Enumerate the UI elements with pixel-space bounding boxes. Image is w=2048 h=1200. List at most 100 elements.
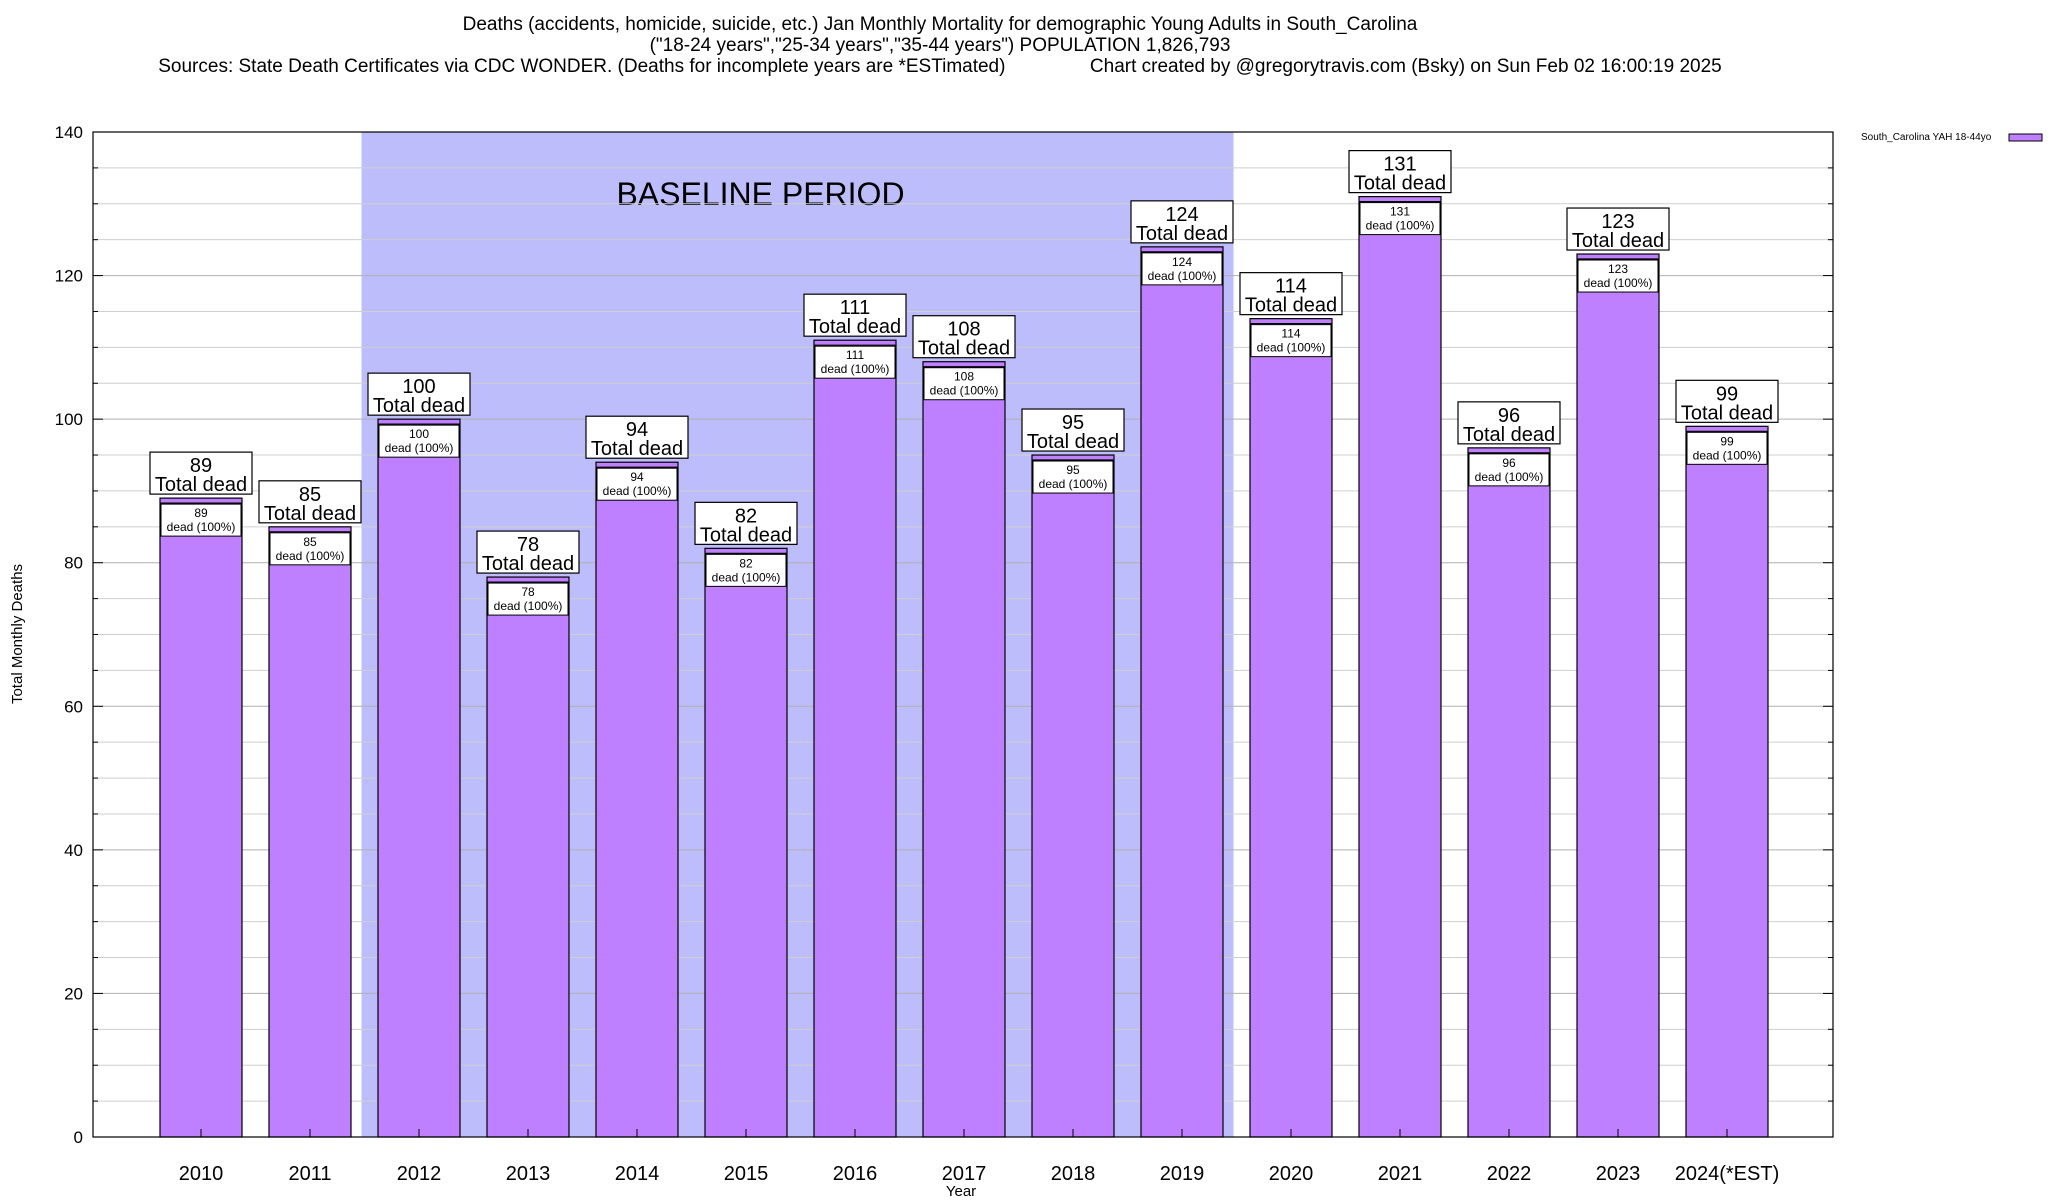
bar-total-text-label: Total dead xyxy=(1136,223,1228,245)
bar-total-text-label: Total dead xyxy=(482,553,574,575)
bar-inner-percent-label: dead (100%) xyxy=(821,362,890,376)
y-tick-label: 80 xyxy=(64,554,83,573)
bar-inner-label-box xyxy=(1141,252,1223,286)
bar-total-label-box xyxy=(803,293,907,337)
bar-total-text-label: Total dead xyxy=(1245,295,1337,317)
bar xyxy=(1031,454,1115,1138)
bar-total-value-label: 94 xyxy=(626,419,648,441)
bar-total-value-label: 111 xyxy=(840,297,870,319)
bar-total-value-label: 131 xyxy=(1383,154,1416,176)
y-tick-label: 0 xyxy=(74,1128,83,1147)
baseline-period-label: BASELINE PERIOD xyxy=(616,176,904,212)
bar-total-value-label: 99 xyxy=(1716,383,1738,405)
bar xyxy=(813,339,897,1138)
bar-total-value-label: 114 xyxy=(1275,276,1307,298)
x-tick-label: 2016 xyxy=(833,1163,878,1185)
y-tick-label: 100 xyxy=(55,410,83,429)
bar-inner-label-box xyxy=(923,367,1005,401)
bar-total-label-box xyxy=(694,501,798,545)
bar xyxy=(159,497,243,1138)
bar-total-label-box xyxy=(585,415,689,459)
x-tick-label: 2018 xyxy=(1051,1163,1096,1185)
bar-inner-value-label: 82 xyxy=(739,556,753,570)
bar-inner-value-label: 131 xyxy=(1390,205,1410,219)
bar-total-value-label: 82 xyxy=(735,505,757,527)
x-tick-label: 2023 xyxy=(1596,1163,1641,1185)
bar xyxy=(486,576,570,1138)
bar xyxy=(1358,196,1442,1138)
bar-inner-percent-label: dead (100%) xyxy=(1039,477,1108,491)
y-tick-label: 120 xyxy=(55,267,83,286)
bar-total-label-box xyxy=(476,530,580,574)
bar-total-label-box xyxy=(149,451,253,495)
bar-total-label-box xyxy=(1130,200,1234,244)
bar-inner-percent-label: dead (100%) xyxy=(494,599,563,613)
bar xyxy=(1140,246,1224,1138)
bar-total-value-label: 108 xyxy=(947,319,980,341)
bar-inner-value-label: 123 xyxy=(1608,262,1628,276)
bar-inner-label-box xyxy=(1468,453,1550,487)
y-tick-label: 20 xyxy=(64,984,83,1003)
bar-total-value-label: 124 xyxy=(1165,204,1198,226)
bar-inner-percent-label: dead (100%) xyxy=(603,484,672,498)
bar-total-text-label: Total dead xyxy=(1572,230,1664,252)
bar-inner-label-box xyxy=(487,582,569,616)
bar xyxy=(922,361,1006,1138)
x-tick-label: 2024(*EST) xyxy=(1675,1163,1780,1185)
x-tick-label: 2021 xyxy=(1378,1163,1423,1185)
bar-inner-value-label: 96 xyxy=(1502,456,1516,470)
bar-inner-value-label: 94 xyxy=(630,470,644,484)
bar-total-text-label: Total dead xyxy=(1681,402,1773,424)
bar-total-text-label: Total dead xyxy=(918,338,1010,360)
bar-inner-percent-label: dead (100%) xyxy=(276,549,345,563)
bar-total-value-label: 95 xyxy=(1062,412,1084,434)
legend-entry-label: South_Carolina YAH 18-44yo xyxy=(1861,132,1992,143)
bar-total-text-label: Total dead xyxy=(591,438,683,460)
bar-inner-value-label: 99 xyxy=(1720,434,1734,448)
bar-total-text-label: Total dead xyxy=(809,316,901,338)
bar xyxy=(1467,447,1551,1138)
bar-inner-label-box xyxy=(1359,202,1441,236)
x-tick-label: 2022 xyxy=(1487,1163,1532,1185)
bar-total-label-box xyxy=(912,315,1016,359)
bar-total-value-label: 96 xyxy=(1498,405,1520,427)
bar-total-value-label: 123 xyxy=(1601,211,1634,233)
bar-inner-percent-label: dead (100%) xyxy=(1584,276,1653,290)
bar-inner-value-label: 124 xyxy=(1172,255,1192,269)
bar xyxy=(1685,425,1769,1138)
bar-total-label-box xyxy=(1021,408,1125,452)
y-tick-label: 40 xyxy=(64,841,83,860)
y-tick-label: 140 xyxy=(55,123,83,142)
bar-inner-label-box xyxy=(1032,460,1114,494)
bar-total-label-box xyxy=(1348,150,1452,194)
legend: South_Carolina YAH 18-44yo xyxy=(1861,132,2043,143)
bar-inner-value-label: 100 xyxy=(409,427,429,441)
bar-inner-value-label: 114 xyxy=(1281,327,1300,341)
bar-inner-percent-label: dead (100%) xyxy=(1366,219,1435,233)
bar-inner-percent-label: dead (100%) xyxy=(1693,448,1762,462)
bar-inner-value-label: 85 xyxy=(303,535,317,549)
bar-total-label-box xyxy=(1239,272,1343,316)
bar-inner-label-box xyxy=(1686,431,1768,465)
bar-total-text-label: Total dead xyxy=(700,524,792,546)
bar xyxy=(595,461,679,1138)
x-tick-label: 2019 xyxy=(1160,1163,1205,1185)
x-tick-label: 2013 xyxy=(506,1163,551,1185)
bar-inner-label-box xyxy=(269,532,351,566)
bar-inner-label-box xyxy=(1577,259,1659,293)
bar xyxy=(268,526,352,1138)
chart-title-line-1: Deaths (accidents, homicide, suicide, et… xyxy=(462,14,1418,35)
bar-inner-percent-label: dead (100%) xyxy=(930,384,999,398)
bar-inner-percent-label: dead (100%) xyxy=(712,570,781,584)
bar xyxy=(1249,318,1333,1138)
bar-inner-percent-label: dead (100%) xyxy=(1475,470,1544,484)
chart-title-line-2: ("18-24 years","25-34 years","35-44 year… xyxy=(649,35,1231,56)
bar-total-value-label: 100 xyxy=(402,376,435,398)
bar-inner-value-label: 111 xyxy=(846,348,865,362)
bar-inner-percent-label: dead (100%) xyxy=(1148,269,1217,283)
bar xyxy=(1576,253,1660,1138)
bar-total-text-label: Total dead xyxy=(373,395,465,417)
bar-inner-label-box xyxy=(1250,324,1332,358)
axes-layer: 2010 2011 2012 2013 2014 2015 2016 2017 2018 2019… xyxy=(9,123,1834,1200)
bar-inner-value-label: 108 xyxy=(954,370,974,384)
